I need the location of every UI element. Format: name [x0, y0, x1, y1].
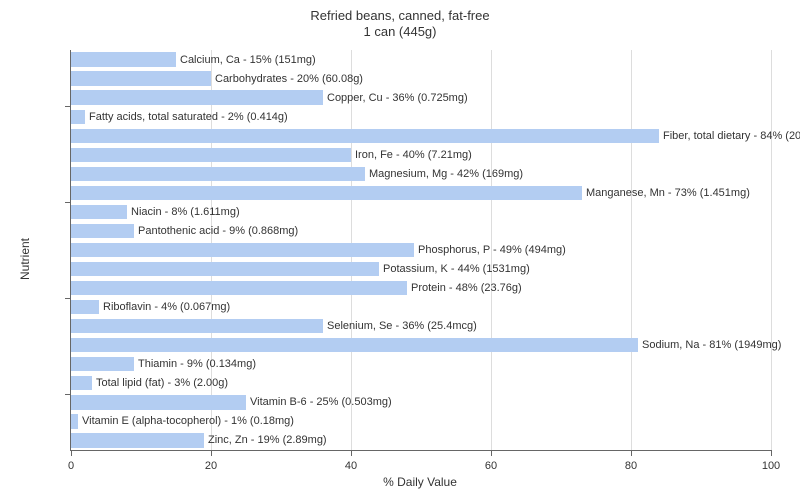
bar-slot: Fiber, total dietary - 84% (20.9g)	[71, 126, 771, 145]
y-tick	[65, 106, 71, 107]
bar-slot: Protein - 48% (23.76g)	[71, 279, 771, 298]
nutrient-bar	[71, 167, 365, 181]
nutrient-bar	[71, 395, 246, 409]
nutrient-bar	[71, 148, 351, 162]
nutrient-bar-label: Niacin - 8% (1.611mg)	[127, 206, 240, 218]
nutrient-bar-label: Thiamin - 9% (0.134mg)	[134, 358, 256, 370]
nutrient-bar-label: Fiber, total dietary - 84% (20.9g)	[659, 130, 800, 142]
nutrient-bar-label: Vitamin B-6 - 25% (0.503mg)	[246, 396, 392, 408]
nutrient-bar-label: Iron, Fe - 40% (7.21mg)	[351, 149, 472, 161]
nutrient-bar-label: Total lipid (fat) - 3% (2.00g)	[92, 377, 228, 389]
nutrient-bar	[71, 300, 99, 314]
y-tick	[65, 202, 71, 203]
nutrient-bar-label: Zinc, Zn - 19% (2.89mg)	[204, 434, 327, 446]
bar-slot: Iron, Fe - 40% (7.21mg)	[71, 145, 771, 164]
bar-slot: Vitamin E (alpha-tocopherol) - 1% (0.18m…	[71, 412, 771, 431]
nutrient-bar-label: Pantothenic acid - 9% (0.868mg)	[134, 225, 298, 237]
nutrient-bar-label: Copper, Cu - 36% (0.725mg)	[323, 92, 468, 104]
nutrient-bar-label: Magnesium, Mg - 42% (169mg)	[365, 168, 523, 180]
nutrient-bar-label: Calcium, Ca - 15% (151mg)	[176, 54, 316, 66]
nutrient-bar	[71, 71, 211, 85]
nutrient-chart: Refried beans, canned, fat-free 1 can (4…	[0, 0, 800, 500]
gridline	[771, 50, 772, 450]
nutrient-bar	[71, 357, 134, 371]
bar-slot: Carbohydrates - 20% (60.08g)	[71, 69, 771, 88]
chart-title-line2: 1 can (445g)	[0, 24, 800, 39]
nutrient-bar	[71, 110, 85, 124]
nutrient-bar-label: Sodium, Na - 81% (1949mg)	[638, 339, 781, 351]
nutrient-bar	[71, 319, 323, 333]
bar-slot: Potassium, K - 44% (1531mg)	[71, 260, 771, 279]
nutrient-bar-label: Vitamin E (alpha-tocopherol) - 1% (0.18m…	[78, 415, 294, 427]
bar-slot: Manganese, Mn - 73% (1.451mg)	[71, 183, 771, 202]
nutrient-bar	[71, 338, 638, 352]
bar-slot: Fatty acids, total saturated - 2% (0.414…	[71, 107, 771, 126]
nutrient-bar	[71, 52, 176, 66]
x-tick-label: 20	[205, 460, 217, 472]
nutrient-bar	[71, 186, 582, 200]
y-axis-label: Nutrient	[18, 238, 32, 280]
y-tick	[65, 394, 71, 395]
nutrient-bar	[71, 433, 204, 447]
nutrient-bar-label: Selenium, Se - 36% (25.4mcg)	[323, 320, 477, 332]
nutrient-bar	[71, 205, 127, 219]
bar-slot: Riboflavin - 4% (0.067mg)	[71, 298, 771, 317]
x-tick-label: 100	[762, 460, 780, 472]
x-tick	[631, 450, 632, 456]
nutrient-bar-label: Riboflavin - 4% (0.067mg)	[99, 301, 230, 313]
nutrient-bar	[71, 376, 92, 390]
bar-slot: Total lipid (fat) - 3% (2.00g)	[71, 374, 771, 393]
nutrient-bar	[71, 90, 323, 104]
x-tick	[211, 450, 212, 456]
x-tick	[491, 450, 492, 456]
nutrient-bar-label: Manganese, Mn - 73% (1.451mg)	[582, 187, 750, 199]
bar-slot: Phosphorus, P - 49% (494mg)	[71, 240, 771, 259]
x-tick-label: 40	[345, 460, 357, 472]
x-tick	[771, 450, 772, 456]
nutrient-bar-label: Fatty acids, total saturated - 2% (0.414…	[85, 111, 288, 123]
nutrient-bar	[71, 281, 407, 295]
x-tick-label: 0	[68, 460, 74, 472]
nutrient-bar-label: Potassium, K - 44% (1531mg)	[379, 263, 530, 275]
x-axis-label: % Daily Value	[70, 475, 770, 489]
x-tick-label: 60	[485, 460, 497, 472]
bar-slot: Thiamin - 9% (0.134mg)	[71, 355, 771, 374]
chart-title-line1: Refried beans, canned, fat-free	[0, 8, 800, 23]
x-tick	[71, 450, 72, 456]
plot-area: 020406080100Calcium, Ca - 15% (151mg)Car…	[70, 50, 771, 451]
nutrient-bar	[71, 262, 379, 276]
nutrient-bar	[71, 224, 134, 238]
bar-slot: Calcium, Ca - 15% (151mg)	[71, 50, 771, 69]
bar-slot: Niacin - 8% (1.611mg)	[71, 202, 771, 221]
bar-slot: Zinc, Zn - 19% (2.89mg)	[71, 431, 771, 450]
nutrient-bar	[71, 243, 414, 257]
bar-slot: Magnesium, Mg - 42% (169mg)	[71, 164, 771, 183]
nutrient-bar	[71, 414, 78, 428]
bar-slot: Pantothenic acid - 9% (0.868mg)	[71, 221, 771, 240]
bar-slot: Sodium, Na - 81% (1949mg)	[71, 336, 771, 355]
nutrient-bar-label: Phosphorus, P - 49% (494mg)	[414, 244, 566, 256]
nutrient-bar	[71, 129, 659, 143]
nutrient-bar-label: Carbohydrates - 20% (60.08g)	[211, 73, 363, 85]
bar-slot: Copper, Cu - 36% (0.725mg)	[71, 88, 771, 107]
x-tick	[351, 450, 352, 456]
x-tick-label: 80	[625, 460, 637, 472]
nutrient-bar-label: Protein - 48% (23.76g)	[407, 282, 522, 294]
y-tick	[65, 298, 71, 299]
bar-slot: Vitamin B-6 - 25% (0.503mg)	[71, 393, 771, 412]
bar-slot: Selenium, Se - 36% (25.4mcg)	[71, 317, 771, 336]
